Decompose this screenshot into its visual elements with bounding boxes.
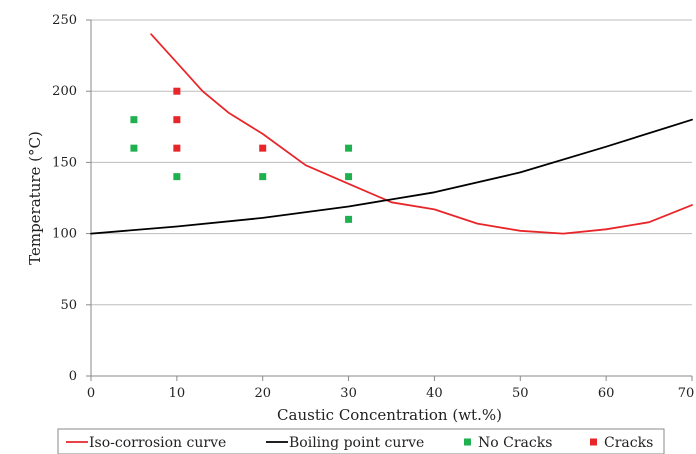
point-s3-0 — [173, 87, 181, 95]
point-s3-2 — [173, 144, 181, 152]
y-axis-title: Temperature (°C) — [26, 131, 44, 265]
y-tick-label-1: 50 — [60, 298, 77, 313]
x-tick-label-4: 40 — [426, 386, 443, 401]
legend-swatch-3 — [590, 438, 597, 446]
legend-label-0: Iso-corrosion curve — [89, 435, 226, 451]
series-layer — [90, 33, 693, 235]
point-s3-3 — [259, 144, 267, 152]
point-s2-1 — [130, 144, 138, 152]
point-s2-0 — [130, 116, 138, 124]
point-s2-6 — [345, 215, 353, 223]
x-tick-label-1: 10 — [169, 386, 186, 401]
point-s3-1 — [173, 116, 181, 124]
y-tick-label-0: 0 — [69, 369, 77, 384]
x-tick-label-2: 20 — [254, 386, 271, 401]
legend-label-3: Cracks — [604, 435, 653, 451]
x-tick-label-0: 0 — [87, 386, 95, 401]
legend-label-2: No Cracks — [478, 435, 552, 451]
legend-box — [57, 428, 665, 454]
y-tick-label-5: 250 — [52, 13, 77, 28]
y-tick-label-2: 100 — [52, 227, 77, 242]
y-tick-label-3: 150 — [52, 155, 77, 170]
y-tick-label-4: 200 — [52, 84, 77, 99]
point-s2-2 — [173, 173, 181, 181]
x-tick-label-5: 50 — [512, 386, 529, 401]
x-tick-label-6: 60 — [598, 386, 615, 401]
series-line-1 — [90, 118, 693, 235]
series-line-0 — [150, 33, 693, 235]
x-tick-label-7: 70 — [678, 386, 695, 401]
point-s2-3 — [259, 173, 267, 181]
point-s2-4 — [345, 144, 353, 152]
point-s2-5 — [345, 173, 353, 181]
x-axis-title: Caustic Concentration (wt.%) — [277, 406, 502, 424]
legend-label-1: Boiling point curve — [289, 435, 424, 451]
x-tick-label-3: 30 — [340, 386, 357, 401]
gridlines — [91, 19, 692, 306]
legend-swatch-2 — [464, 438, 471, 446]
tick-labels: 0 50 100 150 200 250 0 10 20 30 40 50 60 70 — [52, 13, 694, 401]
legend: Iso-corrosion curve Boiling point curve No… — [57, 428, 665, 454]
axes — [86, 19, 693, 381]
